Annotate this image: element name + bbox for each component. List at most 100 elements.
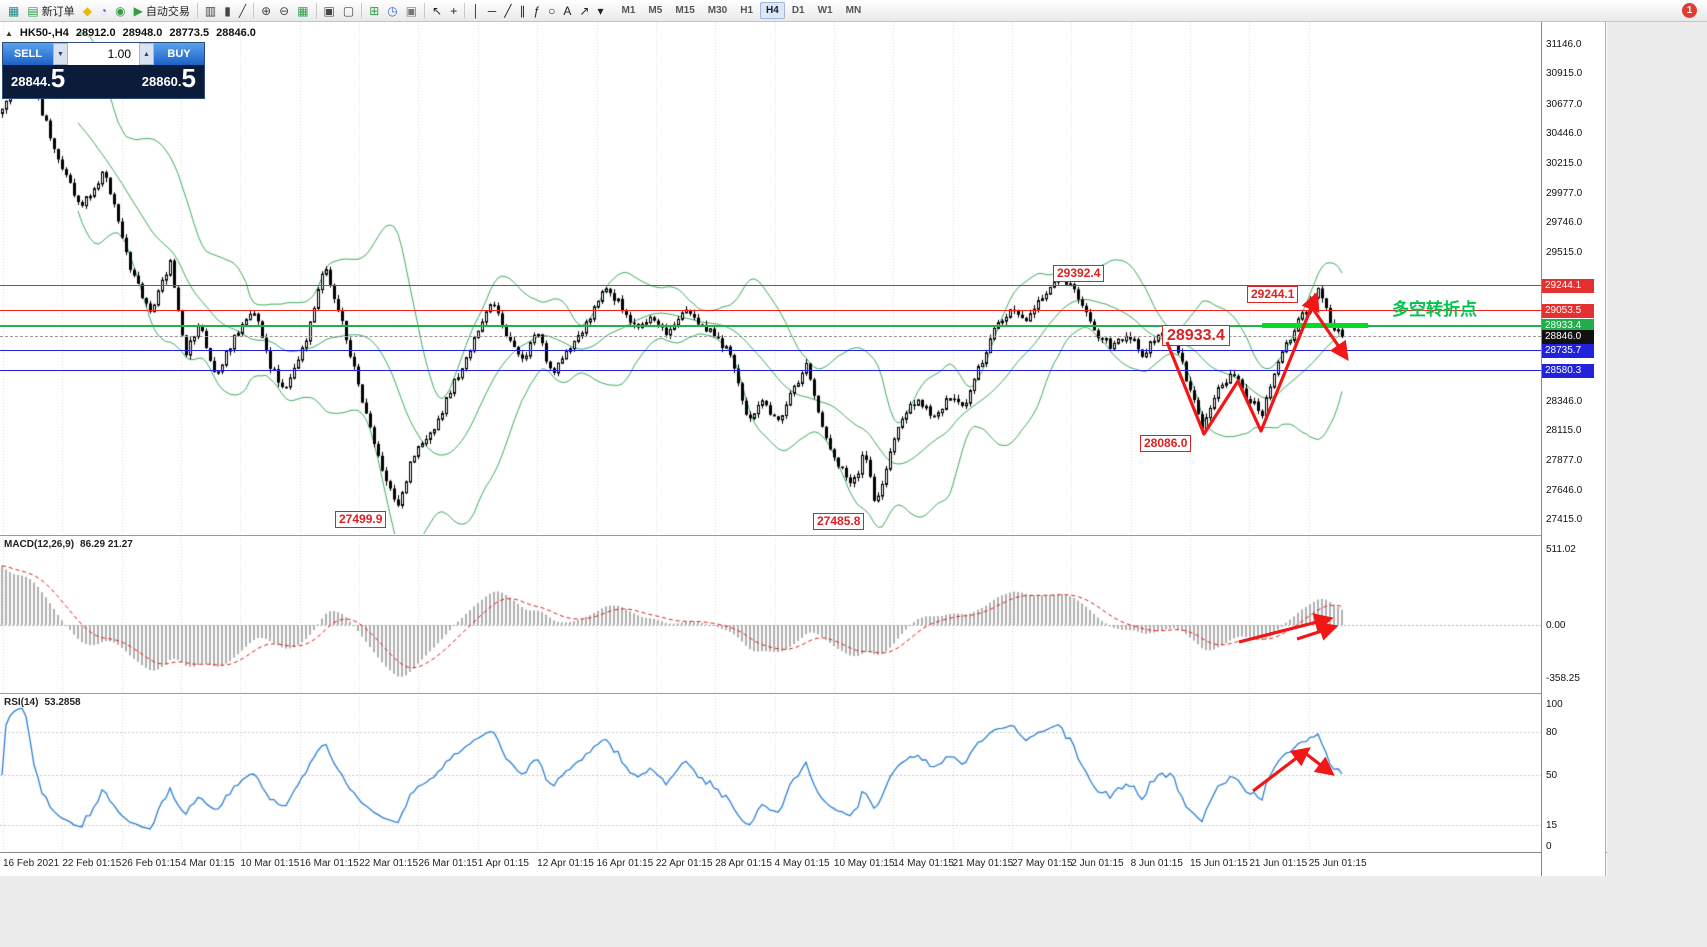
horizontal-level-line[interactable] [0, 309, 1541, 311]
price-axis-tick: 27415.0 [1546, 514, 1583, 526]
pane-divider[interactable] [0, 693, 1606, 694]
channel-button[interactable]: ∥ [515, 2, 529, 20]
horizontal-level-line[interactable] [0, 324, 1541, 327]
price-axis[interactable]: 31146.0 30915.0 30677.0 30446.0 30215.0 29977… [1541, 22, 1606, 876]
price-annotation[interactable]: 27485.8 [813, 513, 865, 530]
time-axis[interactable]: 16 Feb 2021 22 Feb 01:15 26 Feb 01:15 4 Mar… [0, 852, 1607, 876]
timeframe-M30[interactable]: M30 [707, 5, 728, 16]
timeframe-W1[interactable]: W1 [817, 5, 833, 16]
time-axis-label: 14 May 01:15 [893, 858, 954, 869]
auto-trading-button[interactable]: ▶ 自动交易 [130, 2, 194, 20]
horizontal-level-line[interactable] [0, 285, 1541, 287]
chart-window-button[interactable]: ▦ [4, 2, 23, 20]
profiles-button[interactable]: ◔ [96, 2, 111, 20]
price-axis-tick: 31146.0 [1546, 38, 1582, 50]
collapse-icon[interactable]: ▲ [5, 28, 13, 38]
arrow-object-button[interactable]: ↗ [575, 2, 593, 20]
price-annotation[interactable]: 28933.4 [1162, 325, 1230, 346]
history-center-button[interactable]: ◆ [79, 2, 96, 20]
line-chart-icon: ╱ [238, 3, 247, 18]
tile-windows-button[interactable]: ▣ [320, 2, 339, 20]
cascade-windows-button[interactable]: ▢ [339, 2, 358, 20]
time-axis-label: 1 Apr 01:15 [477, 858, 529, 869]
price-axis-tick: 30446.0 [1546, 128, 1583, 140]
market-watch-button[interactable]: ◉ [111, 2, 129, 20]
price-tag: 28580.3 [1542, 363, 1594, 378]
macd-axis-tick: -358.25 [1546, 673, 1580, 685]
cascade-windows-icon: ▢ [342, 3, 355, 18]
price-annotation[interactable]: 27499.9 [335, 511, 387, 528]
templates-button[interactable]: ▣ [402, 2, 421, 20]
time-axis-label: 16 Mar 01:15 [299, 858, 359, 869]
turning-point-note[interactable]: 多空转折点 [1392, 300, 1477, 319]
horizontal-level-line[interactable] [0, 369, 1541, 371]
rsi-axis-tick: 15 [1546, 819, 1558, 831]
indicators-button[interactable]: ⊞ [365, 2, 383, 20]
time-axis-label: 26 Feb 01:15 [121, 858, 181, 869]
macd-label: MACD(12,26,9) 86.29 21.27 [4, 539, 133, 550]
line-chart-button[interactable]: ╱ [235, 2, 250, 20]
ohlc-open: 28912.0 [75, 27, 116, 39]
timeframe-M15[interactable]: M15 [675, 5, 695, 16]
main-chart-canvas[interactable] [0, 22, 1541, 534]
objects-dropdown-icon: ▾ [597, 3, 604, 18]
templates-icon: ▣ [405, 3, 418, 18]
horizontal-level-line[interactable] [0, 335, 1541, 337]
time-axis-label: 10 Mar 01:15 [240, 858, 300, 869]
sell-button[interactable]: SELL [3, 43, 53, 65]
timeframe-M5[interactable]: M5 [648, 5, 663, 16]
one-click-trading-panel: SELL ▼ 1.00 ▲ BUY 28844. 5 28860. 5 [2, 42, 205, 99]
zoom-in-button[interactable]: ⊕ [257, 2, 275, 20]
timeframe-group: M1 M5 M15 M30 H1 H4 D1 W1 MN [616, 2, 868, 19]
macd-canvas[interactable] [0, 538, 1541, 692]
price-tag: 28735.7 [1542, 344, 1594, 359]
notification-badge[interactable]: 1 [1682, 3, 1697, 18]
volume-up-button[interactable]: ▲ [139, 43, 154, 65]
new-order-button-label: 新订单 [41, 5, 75, 18]
horizontal-level-line[interactable] [0, 350, 1541, 352]
macd-axis-tick: 511.02 [1546, 544, 1576, 555]
candlestick-chart-button[interactable]: ▮ [220, 2, 235, 20]
time-axis-label: 10 May 01:15 [833, 858, 895, 869]
bar-chart-button[interactable]: ▥ [201, 2, 220, 20]
price-axis-tick: 28115.0 [1546, 425, 1582, 437]
text-button[interactable]: A [559, 2, 575, 20]
time-axis-label: 25 Jun 01:15 [1308, 858, 1367, 869]
vertical-line-button[interactable]: │ [468, 2, 484, 20]
price-annotation[interactable]: 28086.0 [1140, 435, 1192, 452]
timeframe-MN[interactable]: MN [845, 5, 862, 16]
turning-point-highlight-line[interactable] [1262, 322, 1368, 328]
cursor-button[interactable]: ↖ [428, 2, 446, 20]
auto-scroll-button[interactable]: ▦ [293, 2, 312, 20]
rsi-axis-tick: 0 [1546, 841, 1552, 852]
horizontal-line-button[interactable]: ─ [484, 2, 501, 20]
price-axis-tick: 29746.0 [1546, 217, 1583, 229]
rsi-canvas[interactable] [0, 696, 1541, 852]
volume-down-button[interactable]: ▼ [53, 43, 68, 65]
new-order-button[interactable]: ▤ 新订单 [23, 2, 78, 20]
chart-window-icon: ▦ [8, 3, 20, 18]
crosshair-button[interactable]: + [446, 2, 461, 20]
toolbar-separator [315, 3, 317, 18]
buy-price: 28860. 5 [141, 63, 196, 93]
ohlc-close: 28846.0 [216, 27, 256, 39]
timeframe-H4[interactable]: H4 [760, 2, 785, 19]
volume-input[interactable]: 1.00 [68, 43, 139, 65]
price-annotation[interactable]: 29244.1 [1247, 286, 1299, 303]
time-axis-label: 21 Jun 01:15 [1249, 858, 1308, 869]
fibonacci-button[interactable]: ƒ [529, 2, 544, 20]
objects-dropdown-button[interactable]: ▾ [593, 2, 607, 20]
timeframe-M1[interactable]: M1 [621, 5, 636, 16]
ohlc-header: ▲ HK50-,H4 28912.0 28948.0 28773.5 28846… [5, 27, 256, 39]
timeframe-H1[interactable]: H1 [740, 5, 754, 16]
shapes-button[interactable]: ○ [544, 2, 559, 20]
timeframe-D1[interactable]: D1 [791, 5, 805, 16]
buy-button[interactable]: BUY [154, 43, 204, 65]
ohlc-low: 28773.5 [169, 27, 210, 39]
periods-button[interactable]: ◷ [383, 2, 401, 20]
price-annotation[interactable]: 29392.4 [1053, 265, 1105, 282]
zoom-out-button[interactable]: ⊖ [275, 2, 293, 20]
trendline-button[interactable]: ╱ [500, 2, 515, 20]
pane-divider[interactable] [0, 535, 1606, 536]
